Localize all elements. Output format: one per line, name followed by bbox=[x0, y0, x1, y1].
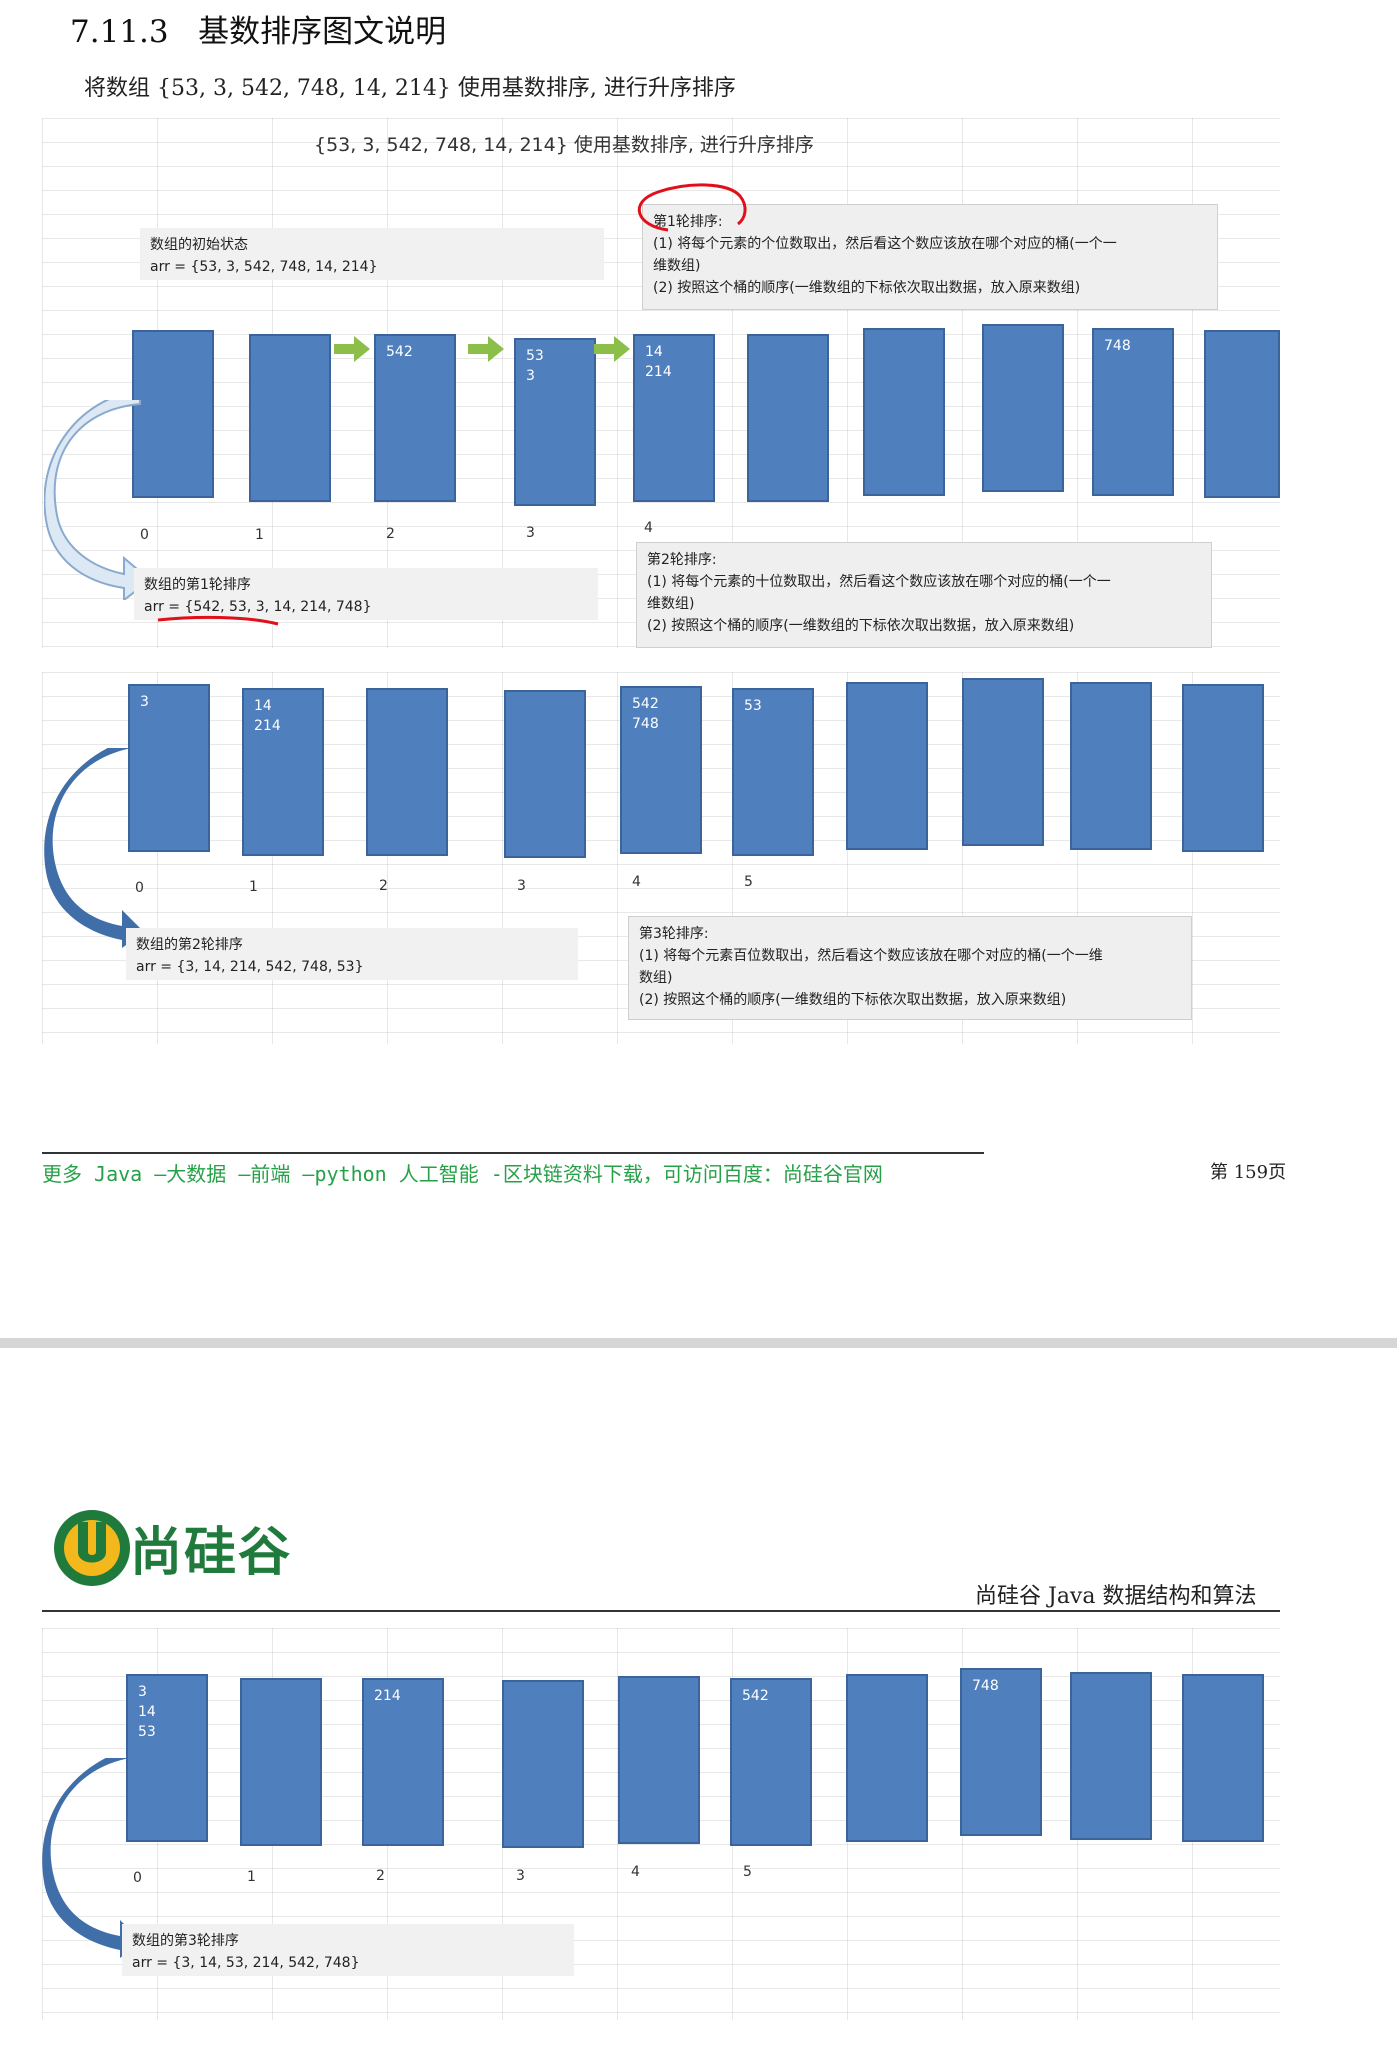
r1-bucket-5 bbox=[747, 334, 829, 502]
round2-note: 第2轮排序: (1) 将每个元素的十位数取出，然后看这个数应该放在哪个对应的桶(… bbox=[636, 542, 1212, 648]
round2-title: 第2轮排序: bbox=[647, 552, 717, 568]
round1-title: 第1轮排序: bbox=[653, 214, 723, 230]
r2-bucket-5: 53 bbox=[732, 688, 814, 856]
curved-arrow-1 bbox=[44, 400, 152, 600]
r2-bucket-0: 3 bbox=[128, 684, 210, 852]
r3-bucket-3 bbox=[502, 1680, 584, 1848]
r2-bucket-8 bbox=[1070, 682, 1152, 850]
page-separator bbox=[0, 1338, 1397, 1348]
r3-bucket-5: 542 bbox=[730, 1678, 812, 1846]
section-heading: 7.11.3 基数排序图文说明 bbox=[70, 6, 446, 51]
round2-step1: (1) 将每个元素的十位数取出，然后看这个数应该放在哪个对应的桶(一个一 bbox=[647, 574, 1111, 590]
r1-bucket-4: 14 214 bbox=[633, 334, 715, 502]
r2-bucket-9 bbox=[1182, 684, 1264, 852]
r1-index-1: 1 bbox=[255, 527, 264, 543]
r1-bucket-1 bbox=[249, 334, 331, 502]
r2-index-5: 5 bbox=[744, 874, 753, 890]
r2-bucket-4: 542 748 bbox=[620, 686, 702, 854]
r3-index-3: 3 bbox=[516, 1868, 525, 1884]
r2-index-3: 3 bbox=[517, 878, 526, 894]
round3-step1b: 数组) bbox=[639, 970, 673, 986]
r1-index-4: 4 bbox=[644, 520, 653, 536]
red-underline-annotation bbox=[157, 615, 279, 626]
round1-step2: (2) 按照这个桶的顺序(一维数组的下标依次取出数据，放入原来数组) bbox=[653, 280, 1081, 296]
curved-arrow-3 bbox=[42, 1758, 142, 1958]
r3-bucket-4 bbox=[618, 1676, 700, 1844]
r1-bucket-8: 748 bbox=[1092, 328, 1174, 496]
r2-bucket-2 bbox=[366, 688, 448, 856]
round2-step1b: 维数组) bbox=[647, 596, 695, 612]
round3-step1: (1) 将每个元素百位数取出，然后看这个数应该放在哪个对应的桶(一个一维 bbox=[639, 948, 1103, 964]
r1-bucket-2: 542 bbox=[374, 334, 456, 502]
curved-arrow-2 bbox=[44, 748, 144, 948]
r1-index-2: 2 bbox=[386, 526, 395, 542]
book-title: 尚硅谷 Java 数据结构和算法 bbox=[975, 1584, 1257, 1609]
r2-index-4: 4 bbox=[632, 874, 641, 890]
r3-bucket-7: 748 bbox=[960, 1668, 1042, 1836]
r3-bucket-1 bbox=[240, 1678, 322, 1846]
diagram-title: {53, 3, 542, 748, 14, 214} 使用基数排序, 进行升序排… bbox=[314, 134, 814, 156]
page-number: 第 159页 bbox=[1210, 1162, 1287, 1183]
header-rule bbox=[42, 1610, 1280, 1612]
initial-state-arr: arr = {53, 3, 542, 748, 14, 214} bbox=[150, 259, 378, 275]
footer-rule bbox=[42, 1152, 984, 1154]
round1-result-label: 数组的第1轮排序 bbox=[144, 577, 251, 593]
green-arrow-3 bbox=[594, 336, 630, 362]
logo-icon bbox=[54, 1510, 130, 1586]
round2-step2: (2) 按照这个桶的顺序(一维数组的下标依次取出数据，放入原来数组) bbox=[647, 618, 1075, 634]
r3-bucket-2: 214 bbox=[362, 1678, 444, 1846]
intro-text: 将数组 {53, 3, 542, 748, 14, 214} 使用基数排序, 进… bbox=[84, 76, 736, 101]
footer-text: 更多 Java –大数据 –前端 –python 人工智能 -区块链资料下载，可… bbox=[42, 1162, 883, 1186]
section-title: 基数排序图文说明 bbox=[198, 14, 447, 50]
r3-bucket-6 bbox=[846, 1674, 928, 1842]
r1-bucket-6 bbox=[863, 328, 945, 496]
round3-step2: (2) 按照这个桶的顺序(一维数组的下标依次取出数据，放入原来数组) bbox=[639, 992, 1067, 1008]
r2-index-0: 0 bbox=[135, 880, 144, 896]
round1-result-arr: arr = {542, 53, 3, 14, 214, 748} bbox=[144, 599, 372, 615]
initial-state-note: 数组的初始状态 arr = {53, 3, 542, 748, 14, 214} bbox=[140, 228, 604, 280]
round3-result-arr: arr = {3, 14, 53, 214, 542, 748} bbox=[132, 1955, 360, 1971]
round1-note: 第1轮排序: (1) 将每个元素的个位数取出，然后看这个数应该放在哪个对应的桶(… bbox=[642, 204, 1218, 310]
round1-result-note: 数组的第1轮排序 arr = {542, 53, 3, 14, 214, 748… bbox=[134, 568, 598, 620]
round1-step1b: 维数组) bbox=[653, 258, 701, 274]
r1-index-0: 0 bbox=[140, 527, 149, 543]
round2-result-note: 数组的第2轮排序 arr = {3, 14, 214, 542, 748, 53… bbox=[126, 928, 578, 980]
r3-index-0: 0 bbox=[133, 1870, 142, 1886]
r1-index-3: 3 bbox=[526, 525, 535, 541]
r3-bucket-8 bbox=[1070, 1672, 1152, 1840]
round3-result-label: 数组的第3轮排序 bbox=[132, 1933, 239, 1949]
r2-index-2: 2 bbox=[379, 878, 388, 894]
section-number: 7.11.3 bbox=[70, 14, 169, 50]
r2-index-1: 1 bbox=[249, 879, 258, 895]
r2-bucket-6 bbox=[846, 682, 928, 850]
round2-result-arr: arr = {3, 14, 214, 542, 748, 53} bbox=[136, 959, 364, 975]
r3-index-2: 2 bbox=[376, 1868, 385, 1884]
r3-bucket-9 bbox=[1182, 1674, 1264, 1842]
r3-index-5: 5 bbox=[743, 1864, 752, 1880]
r3-index-4: 4 bbox=[631, 1864, 640, 1880]
r3-index-1: 1 bbox=[247, 1869, 256, 1885]
r1-bucket-0 bbox=[132, 330, 214, 498]
logo-text: 尚硅谷 bbox=[130, 1523, 293, 1583]
r1-bucket-3: 53 3 bbox=[514, 338, 596, 506]
red-circle-annotation bbox=[637, 183, 747, 232]
green-arrow-1 bbox=[334, 336, 370, 362]
round3-title: 第3轮排序: bbox=[639, 926, 709, 942]
r2-bucket-7 bbox=[962, 678, 1044, 846]
round3-result-note: 数组的第3轮排序 arr = {3, 14, 53, 214, 542, 748… bbox=[122, 1924, 574, 1976]
r1-bucket-7 bbox=[982, 324, 1064, 492]
round3-note: 第3轮排序: (1) 将每个元素百位数取出，然后看这个数应该放在哪个对应的桶(一… bbox=[628, 916, 1192, 1020]
r2-bucket-1: 14 214 bbox=[242, 688, 324, 856]
r1-bucket-9 bbox=[1204, 330, 1280, 498]
green-arrow-2 bbox=[468, 336, 504, 362]
initial-state-label: 数组的初始状态 bbox=[150, 237, 248, 253]
r2-bucket-3 bbox=[504, 690, 586, 858]
round2-result-label: 数组的第2轮排序 bbox=[136, 937, 243, 953]
round1-step1: (1) 将每个元素的个位数取出，然后看这个数应该放在哪个对应的桶(一个一 bbox=[653, 236, 1117, 252]
